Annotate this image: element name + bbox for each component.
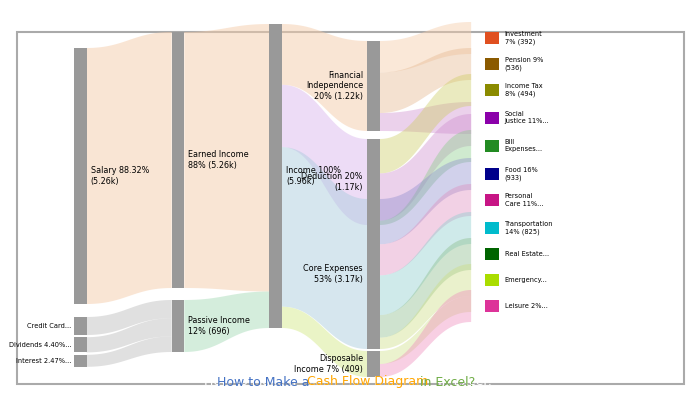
Text: Passive Income
12% (696): Passive Income 12% (696) (188, 316, 251, 336)
Text: Food 16%
(933): Food 16% (933) (505, 167, 537, 181)
Text: Income 100%
(5.96k): Income 100% (5.96k) (286, 166, 341, 186)
Bar (367, 139, 380, 225)
Bar (485, 274, 499, 286)
Polygon shape (87, 318, 172, 352)
Text: Emergency...: Emergency... (505, 277, 547, 283)
Text: Leisure 2%...: Leisure 2%... (505, 303, 547, 309)
Text: Real Estate...: Real Estate... (505, 251, 549, 257)
Text: Disposable
Income 7% (409): Disposable Income 7% (409) (294, 354, 363, 374)
Bar (74, 337, 87, 352)
Text: Credit Card...: Credit Card... (27, 323, 71, 329)
Bar (367, 41, 380, 131)
Bar (172, 300, 184, 352)
Bar (172, 32, 184, 288)
Polygon shape (87, 32, 172, 304)
Polygon shape (380, 238, 471, 338)
Text: Deduction 20%
(1.17k): Deduction 20% (1.17k) (302, 172, 363, 192)
Text: Earned Income
88% (5.26k): Earned Income 88% (5.26k) (188, 150, 249, 170)
Polygon shape (380, 212, 471, 315)
Bar (74, 317, 87, 335)
Polygon shape (380, 184, 471, 276)
Text: Interest 2.47%...: Interest 2.47%... (16, 358, 71, 364)
Bar (485, 140, 499, 152)
Polygon shape (380, 74, 471, 174)
Text: Salary 88.32%
(5.26k): Salary 88.32% (5.26k) (91, 166, 149, 186)
Text: Financial
Independence
20% (1.22k): Financial Independence 20% (1.22k) (306, 71, 363, 101)
Bar (269, 24, 282, 328)
Polygon shape (380, 130, 471, 225)
Text: Pension 9%
(536): Pension 9% (536) (505, 57, 543, 71)
Polygon shape (184, 24, 269, 292)
Text: How to Make a  Cash Flow Diagram  in Excel?: How to Make a Cash Flow Diagram in Excel… (205, 376, 493, 388)
Text: Transportation
14% (825): Transportation 14% (825) (505, 221, 553, 235)
Polygon shape (282, 85, 367, 225)
Polygon shape (380, 22, 471, 72)
Text: How to Make a: How to Make a (217, 376, 314, 388)
Bar (367, 199, 380, 349)
Polygon shape (282, 147, 367, 349)
Polygon shape (282, 307, 367, 377)
Text: in Excel?: in Excel? (417, 376, 475, 388)
Polygon shape (380, 290, 471, 377)
Text: Bill
Expenses...: Bill Expenses... (505, 140, 543, 152)
Polygon shape (87, 300, 172, 335)
Bar (485, 84, 499, 96)
Bar (485, 58, 499, 70)
Polygon shape (87, 336, 172, 367)
Polygon shape (184, 292, 269, 352)
Polygon shape (380, 102, 471, 134)
Bar (485, 112, 499, 124)
Bar (74, 355, 87, 367)
Bar (485, 248, 499, 260)
Bar (485, 300, 499, 312)
Text: Investment
7% (392): Investment 7% (392) (505, 31, 542, 45)
Polygon shape (380, 296, 471, 364)
Bar (485, 168, 499, 180)
Bar (485, 32, 499, 44)
Polygon shape (380, 48, 471, 113)
Polygon shape (282, 24, 367, 131)
Text: Cash Flow Diagram: Cash Flow Diagram (307, 376, 429, 388)
Bar (485, 194, 499, 206)
Polygon shape (380, 264, 471, 349)
Bar (485, 222, 499, 234)
Bar (17, 32, 684, 384)
Text: Income Tax
8% (494): Income Tax 8% (494) (505, 83, 542, 97)
Polygon shape (380, 114, 471, 221)
Bar (367, 351, 380, 377)
Text: Core Expenses
53% (3.17k): Core Expenses 53% (3.17k) (304, 264, 363, 284)
Polygon shape (380, 158, 471, 244)
Text: Personal
Care 11%...: Personal Care 11%... (505, 194, 543, 206)
Text: Social
Justice 11%...: Social Justice 11%... (505, 112, 549, 124)
Bar (74, 48, 87, 304)
Text: Dividends 4.40%...: Dividends 4.40%... (8, 342, 71, 348)
